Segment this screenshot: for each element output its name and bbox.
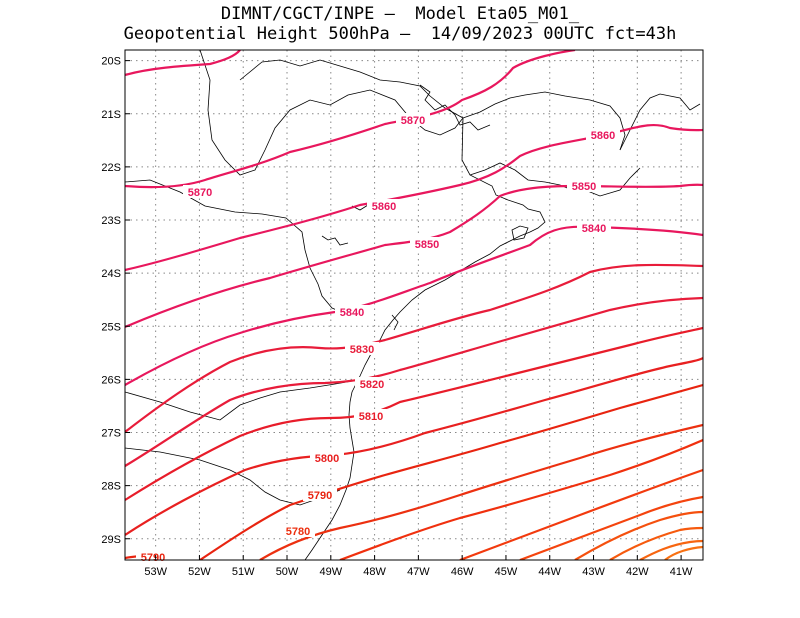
lat-tick-label: 26S (101, 374, 121, 386)
state-border-mg-sp (125, 179, 347, 315)
contour-unlabeled (459, 468, 703, 560)
contour-unlabeled (339, 438, 703, 560)
contour-unlabeled (519, 495, 703, 560)
lon-tick-label: 45W (495, 566, 518, 578)
contour-label-5870: 5870 (188, 187, 212, 199)
lon-tick-label: 41W (670, 566, 693, 578)
state-border-es (619, 93, 701, 151)
contour-5870 (125, 50, 576, 189)
island (511, 225, 529, 241)
lon-tick-label: 46W (451, 566, 474, 578)
axis-ticks: 53W 52W 51W 50W 49W 48W 47W 46W 45W 44W 43W 42W 41W 2… (101, 56, 693, 578)
lat-tick-label: 29S (101, 534, 121, 546)
contour-label-5840: 5840 (582, 223, 606, 235)
lat-tick-label: 22S (101, 162, 121, 174)
contour-label-5790: 5790 (308, 490, 332, 502)
contour-label-bg (586, 128, 620, 141)
lon-tick-label: 51W (232, 566, 255, 578)
contour-5830 (125, 263, 703, 433)
lat-tick-label: 23S (101, 215, 121, 227)
contour-label-bg (345, 342, 379, 355)
contour-label-5790: 5790 (141, 552, 165, 564)
contour-5860 (125, 123, 703, 272)
contour-5870 (125, 50, 241, 77)
contour-unlabeled (609, 526, 703, 560)
contour-5810 (125, 326, 703, 501)
reservoir-2 (321, 235, 349, 246)
lat-tick-label: 20S (101, 56, 121, 68)
contour-label-5860: 5860 (591, 130, 615, 142)
lon-tick-label: 43W (582, 566, 605, 578)
contour-5850 (125, 183, 703, 329)
contour-label-bg (303, 488, 337, 501)
contour-unlabeled (574, 510, 703, 560)
lon-tick-label: 44W (538, 566, 561, 578)
contour-label-bg (183, 185, 217, 198)
state-border-inner-north (199, 50, 464, 176)
lon-tick-label: 52W (188, 566, 211, 578)
contour-label-5860: 5860 (372, 201, 396, 213)
coastline (304, 117, 546, 560)
contour-label-5850: 5850 (415, 239, 439, 251)
state-border-pr-sc (125, 379, 359, 421)
lon-tick-label: 49W (319, 566, 342, 578)
contour-label-bg (367, 199, 401, 212)
contour-label-5840: 5840 (340, 307, 364, 319)
contour-label-bg (396, 113, 430, 126)
state-border-north-2 (239, 59, 464, 119)
lat-tick-label: 27S (101, 428, 121, 440)
contour-label-5830: 5830 (350, 344, 374, 356)
contour-label-5820: 5820 (360, 379, 384, 391)
plot-frame (124, 49, 704, 561)
contour-label-bg (281, 524, 315, 537)
contour-label-5850: 5850 (572, 181, 596, 193)
gridlines (125, 50, 703, 560)
contour-label-bg (310, 451, 344, 464)
lat-tick-label: 25S (101, 321, 121, 333)
contour-unlabeled (664, 545, 703, 560)
contour-label-5780: 5780 (286, 526, 310, 538)
chart-title-line1: DIMNT/CGCT/INPE – Model Eta05_M01_ (220, 4, 580, 24)
contour-label-5800: 5800 (315, 453, 339, 465)
lon-tick-label: 48W (363, 566, 386, 578)
lon-tick-label: 50W (276, 566, 299, 578)
lon-tick-label: 47W (407, 566, 430, 578)
contour-label-bg (410, 237, 444, 250)
state-border-mg-rj (469, 162, 641, 197)
contour-label-bg (355, 377, 389, 390)
state-border-sc-rs (125, 447, 341, 506)
contour-label-bg (354, 409, 388, 422)
contour-label-5870: 5870 (401, 115, 425, 127)
state-border-east (462, 91, 626, 151)
contour-5780 (259, 423, 703, 560)
contour-label-bg (567, 179, 601, 192)
chart-title-line2: Geopotential Height 500hPa – 14/09/2023 … (123, 24, 677, 44)
lat-tick-label: 28S (101, 481, 121, 493)
lat-tick-label: 24S (101, 268, 121, 280)
contour-5820 (125, 296, 703, 467)
contour-5800 (125, 357, 703, 536)
lon-tick-label: 53W (144, 566, 167, 578)
contour-5790 (199, 383, 703, 560)
contour-unlabeled (639, 539, 703, 560)
lat-tick-label: 21S (101, 109, 121, 121)
bay (391, 314, 399, 331)
contour-label-5810: 5810 (359, 411, 383, 423)
reservoir-1 (419, 84, 491, 131)
contour-label-bg (335, 305, 369, 318)
contour-label-bg (577, 221, 611, 234)
lon-tick-label: 42W (626, 566, 649, 578)
contour-labels: 5870 5870 5860 5860 5850 5850 5840 5840 5830 5820… (136, 113, 620, 564)
